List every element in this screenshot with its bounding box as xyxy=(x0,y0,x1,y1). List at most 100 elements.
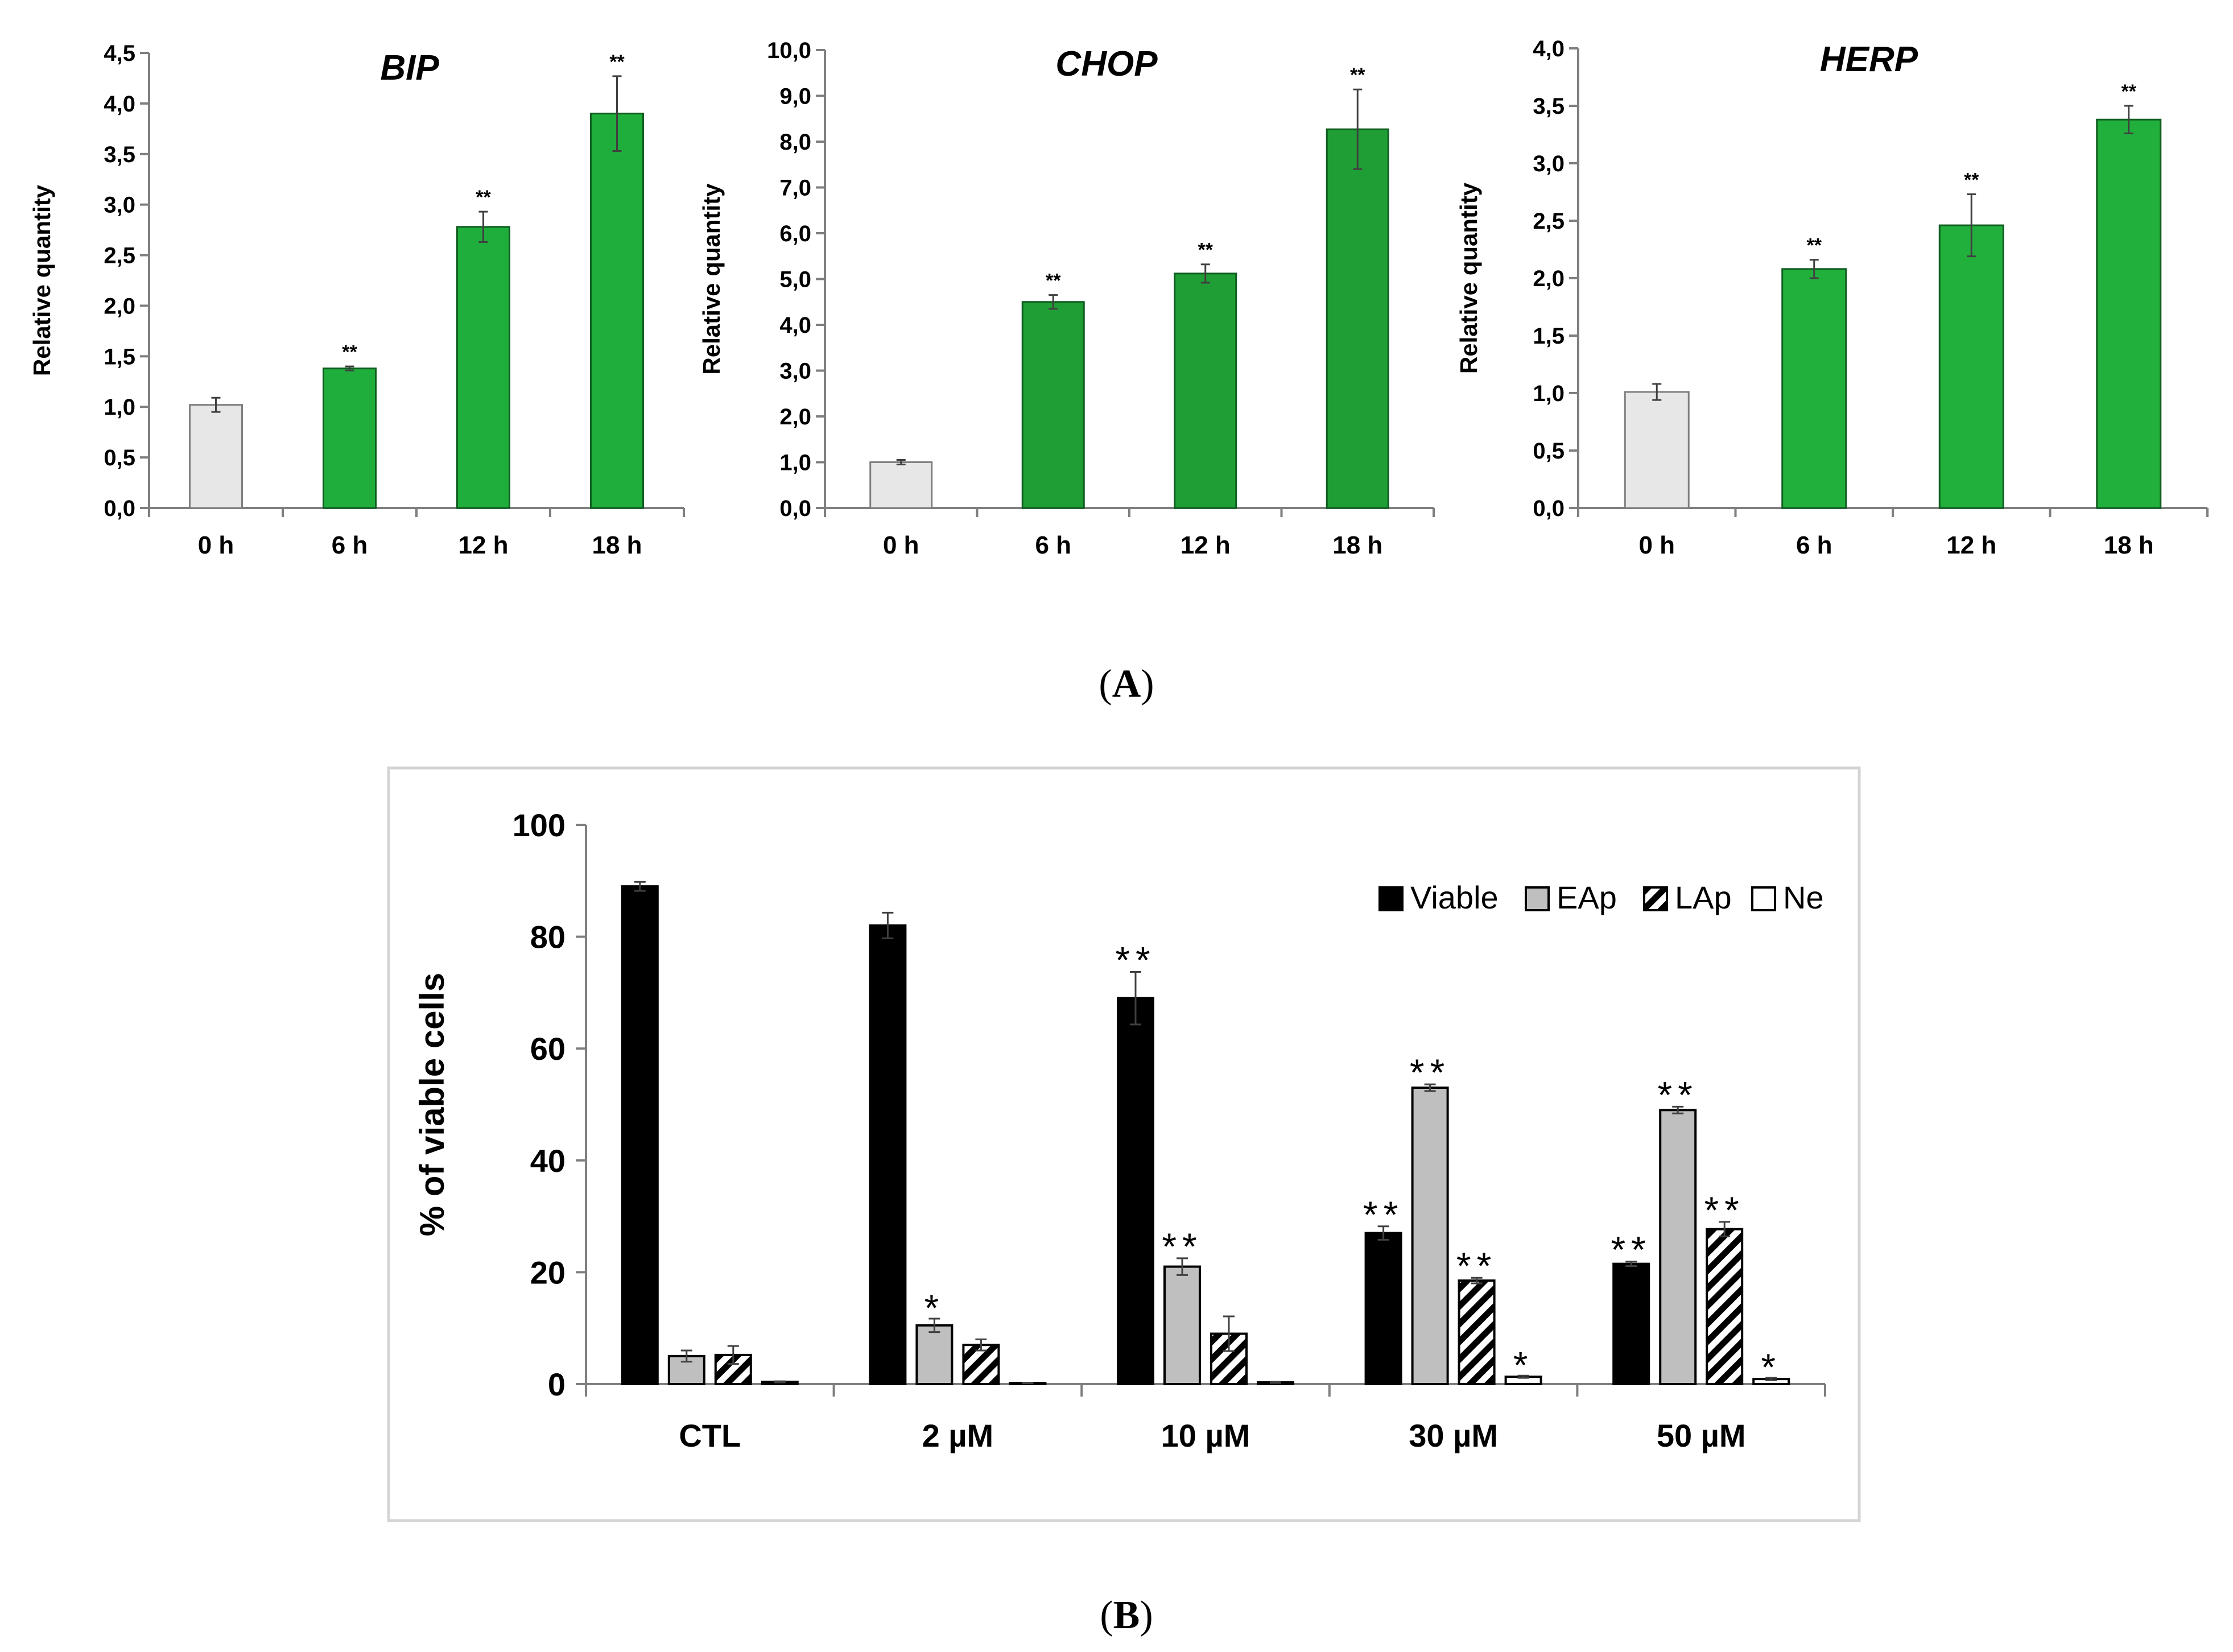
bar-0-h xyxy=(1624,391,1690,509)
significance-marker: ** xyxy=(2121,81,2137,102)
x-category-label: 6 h xyxy=(332,531,368,559)
y-tick-label: 2,0 xyxy=(1533,266,1565,291)
y-axis-label: Relative quantity xyxy=(28,184,55,376)
y-tick-label: 80 xyxy=(530,919,566,955)
significance-marker: ** xyxy=(1964,170,1979,191)
x-category-label: 18 h xyxy=(2104,531,2154,559)
significance-marker: ** xyxy=(1456,1245,1497,1287)
y-tick-label: 100 xyxy=(513,807,566,843)
y-tick-label: 0,0 xyxy=(779,496,811,521)
x-category-label: 10 µM xyxy=(1161,1418,1250,1453)
chart-title: CHOP xyxy=(1055,44,1158,84)
x-category-label: 6 h xyxy=(1796,531,1832,559)
significance-marker: ** xyxy=(1363,1193,1404,1236)
significance-marker: ** xyxy=(1611,1229,1652,1271)
significance-marker: ** xyxy=(1162,1225,1202,1267)
y-tick-label: 1,0 xyxy=(779,451,811,476)
legend-label-ne: Ne xyxy=(1783,879,1824,915)
bar-6-h xyxy=(1781,268,1847,509)
bar-lap xyxy=(1706,1228,1744,1385)
significance-marker: ** xyxy=(342,341,357,363)
caption-a-letter: A xyxy=(1112,662,1141,706)
x-category-label: 12 h xyxy=(1181,531,1231,559)
y-tick-label: 5,0 xyxy=(779,267,811,292)
x-category-label: 6 h xyxy=(1035,531,1071,559)
y-tick-label: 3,0 xyxy=(779,359,811,384)
y-tick-label: 2,5 xyxy=(1533,209,1565,234)
legend-label-viable: Viable xyxy=(1410,879,1499,915)
legend-swatch-lap xyxy=(1643,886,1668,911)
legend-swatch-viable xyxy=(1378,886,1404,911)
y-tick-label: 1,5 xyxy=(1533,324,1565,349)
legend-label-lap: LAp xyxy=(1675,879,1732,915)
chop-chart: 0,0 1,0 2,0 3,0 4,0 5,0 6,0 7,0 8,0 9,0 10,0 0 h ** 6… xyxy=(698,38,1435,559)
x-category-label: 12 h xyxy=(458,531,508,559)
bar-viable xyxy=(621,885,659,1385)
bar-lap xyxy=(1458,1279,1496,1386)
x-category-label: 0 h xyxy=(883,531,919,559)
y-tick-label: 60 xyxy=(530,1031,566,1067)
significance-marker: ** xyxy=(1704,1189,1745,1231)
bar-6-h xyxy=(323,367,377,509)
significance-marker: ** xyxy=(1046,270,1061,292)
chart-title: BIP xyxy=(380,48,439,88)
y-tick-label: 7,0 xyxy=(779,176,811,201)
x-category-label: 0 h xyxy=(198,531,234,559)
y-tick-label: 1,0 xyxy=(1533,381,1565,406)
y-tick-label: 10,0 xyxy=(767,38,811,63)
y-tick-label: 20 xyxy=(530,1254,566,1290)
y-tick-label: 0,5 xyxy=(104,445,135,470)
y-tick-label: 0,5 xyxy=(1533,439,1565,464)
y-tick-label: 3,5 xyxy=(1533,94,1565,119)
significance-marker: ** xyxy=(1658,1073,1698,1116)
herp-chart: 0,0 0,5 1,0 1,5 2,0 2,5 3,0 3,5 4,0 0 h ** 6 h ** 12 … xyxy=(1455,36,2209,559)
significance-marker: ** xyxy=(1807,235,1822,257)
bar-18-h xyxy=(1326,128,1389,509)
bip-chart: 0,0 0,5 1,0 1,5 2,0 2,5 3,0 3,5 4,0 4,5 0 h ** 6 h **… xyxy=(28,41,685,559)
x-category-label: 50 µM xyxy=(1657,1418,1746,1453)
y-axis-label: % of viable cells xyxy=(413,973,451,1237)
y-tick-label: 3,5 xyxy=(104,142,135,167)
bar-eap xyxy=(1411,1087,1449,1385)
caption-b: (B) xyxy=(1100,1593,1153,1637)
bar-viable xyxy=(1612,1262,1650,1386)
y-tick-label: 0,0 xyxy=(104,496,135,521)
y-tick-label: 0 xyxy=(548,1366,566,1402)
y-tick-label: 4,5 xyxy=(104,41,135,66)
bar-12-h xyxy=(1938,224,2004,509)
y-tick-label: 40 xyxy=(530,1143,566,1179)
x-category-label: CTL xyxy=(679,1418,741,1453)
bar-12-h xyxy=(456,226,510,509)
bar-18-h xyxy=(590,113,644,509)
bar-viable xyxy=(1117,997,1154,1385)
bar-viable xyxy=(869,924,907,1385)
significance-marker: * xyxy=(1513,1344,1534,1386)
y-tick-label: 4,0 xyxy=(104,92,135,117)
bar-viable xyxy=(1364,1232,1402,1386)
y-tick-label: 3,0 xyxy=(104,193,135,218)
y-tick-label: 9,0 xyxy=(779,84,811,109)
bar-eap xyxy=(915,1324,954,1385)
bar-0-h xyxy=(189,404,243,509)
y-tick-label: 4,0 xyxy=(1533,36,1565,61)
significance-marker: ** xyxy=(1350,64,1365,86)
x-category-label: 18 h xyxy=(1332,531,1382,559)
y-tick-label: 1,0 xyxy=(104,395,135,420)
significance-marker: ** xyxy=(1115,939,1155,981)
x-category-label: 0 h xyxy=(1638,531,1675,559)
y-axis-label: Relative quantity xyxy=(698,183,725,375)
x-category-label: 2 µM xyxy=(922,1418,994,1453)
bar-6-h xyxy=(1021,301,1085,509)
significance-marker: ** xyxy=(1198,239,1214,261)
significance-marker: * xyxy=(1761,1346,1781,1388)
significance-marker: * xyxy=(924,1287,945,1329)
significance-marker: ** xyxy=(476,187,491,208)
x-category-label: 18 h xyxy=(592,531,642,559)
y-tick-label: 2,5 xyxy=(104,243,135,269)
bar-lap xyxy=(962,1344,1000,1385)
y-tick-label: 4,0 xyxy=(779,313,811,338)
bar-0-h xyxy=(869,461,933,509)
y-tick-label: 1,5 xyxy=(104,344,135,369)
bar-eap xyxy=(1163,1265,1201,1386)
